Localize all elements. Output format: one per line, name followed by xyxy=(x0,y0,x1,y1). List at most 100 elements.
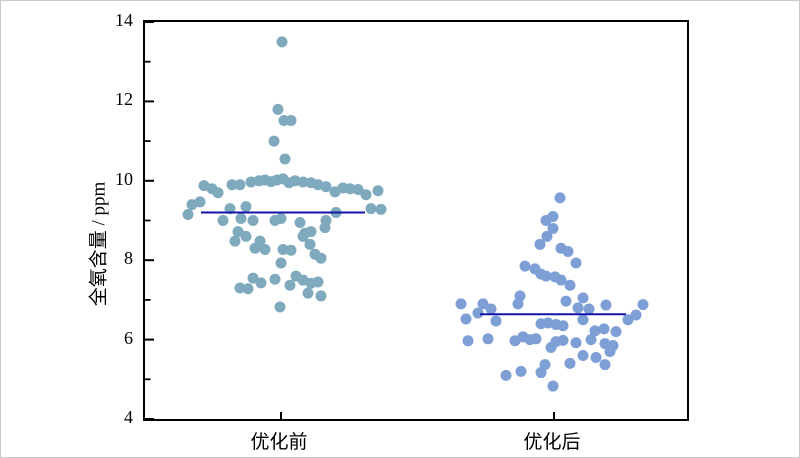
data-point xyxy=(545,342,557,354)
data-point xyxy=(297,176,309,188)
data-point xyxy=(229,235,241,247)
data-point xyxy=(599,359,611,371)
data-point xyxy=(315,252,327,264)
data-point xyxy=(610,326,622,338)
data-point xyxy=(294,216,306,228)
data-point xyxy=(562,245,574,257)
data-point xyxy=(235,213,247,225)
data-point xyxy=(344,183,356,195)
data-point xyxy=(304,238,316,250)
data-point xyxy=(242,283,254,295)
y-tick-label: 4 xyxy=(124,407,133,427)
data-point xyxy=(547,380,559,392)
data-point xyxy=(312,276,324,288)
data-point xyxy=(232,226,244,238)
data-point xyxy=(600,299,612,311)
data-point xyxy=(234,179,246,191)
data-point xyxy=(534,238,546,250)
data-point xyxy=(583,303,595,315)
y-tick-label: 6 xyxy=(124,327,133,348)
data-point xyxy=(530,333,542,345)
data-point xyxy=(540,215,552,226)
data-point xyxy=(297,230,309,242)
data-point xyxy=(276,36,288,48)
x-category-label-after: 优化后 xyxy=(523,432,581,453)
data-point xyxy=(217,215,229,226)
data-point xyxy=(564,279,576,291)
data-point xyxy=(590,351,602,363)
data-point xyxy=(275,213,287,225)
data-point xyxy=(577,349,589,361)
data-point xyxy=(319,222,331,234)
data-point xyxy=(285,244,297,256)
data-point xyxy=(557,334,569,346)
data-point xyxy=(240,201,252,213)
data-point xyxy=(274,301,286,313)
data-point xyxy=(360,189,372,201)
data-point xyxy=(577,314,589,326)
data-point xyxy=(182,209,194,221)
data-point xyxy=(455,298,467,310)
data-point xyxy=(224,203,236,215)
data-point xyxy=(269,273,281,285)
data-point xyxy=(598,323,610,335)
data-point xyxy=(512,298,524,310)
data-point xyxy=(302,287,314,299)
data-point xyxy=(490,315,502,327)
data-point xyxy=(247,272,259,284)
data-point xyxy=(577,292,589,304)
data-point xyxy=(570,257,582,269)
data-point xyxy=(630,309,642,321)
data-point xyxy=(284,279,296,291)
data-point xyxy=(352,184,364,196)
data-point xyxy=(485,303,497,315)
data-point xyxy=(554,192,566,204)
data-point xyxy=(515,365,527,377)
data-point xyxy=(285,114,297,126)
data-point xyxy=(212,187,224,199)
data-point xyxy=(247,215,259,226)
data-point xyxy=(372,185,384,197)
data-point xyxy=(570,337,582,349)
data-point xyxy=(460,313,472,325)
y-tick-label: 10 xyxy=(115,168,133,189)
data-point xyxy=(557,320,569,332)
data-point xyxy=(194,196,206,208)
data-point xyxy=(320,181,332,193)
data-point xyxy=(560,295,572,307)
data-point xyxy=(589,325,601,337)
data-point xyxy=(482,333,494,345)
data-point xyxy=(275,257,287,269)
data-point xyxy=(540,270,552,282)
data-point xyxy=(585,334,597,346)
beeswarm-plot-svg xyxy=(145,22,649,419)
data-point xyxy=(375,203,387,215)
data-point xyxy=(259,243,271,255)
data-point xyxy=(637,299,649,311)
data-point xyxy=(604,346,616,358)
data-point xyxy=(547,222,559,234)
data-point xyxy=(226,179,238,191)
data-point xyxy=(272,103,284,115)
x-category-label-before: 优化前 xyxy=(250,432,308,453)
data-point xyxy=(255,277,267,289)
y-tick-label: 8 xyxy=(124,248,133,269)
data-point xyxy=(315,290,327,302)
data-point xyxy=(572,302,584,314)
data-point xyxy=(541,230,553,242)
data-point xyxy=(519,260,531,272)
data-point xyxy=(622,314,634,326)
y-tick-label: 12 xyxy=(115,89,133,110)
data-point xyxy=(564,357,576,369)
data-point xyxy=(365,203,377,215)
data-point xyxy=(477,298,489,310)
data-point xyxy=(472,307,484,319)
data-point xyxy=(500,369,512,381)
data-point xyxy=(268,135,280,147)
data-point xyxy=(555,274,567,286)
data-point xyxy=(535,367,547,379)
data-point xyxy=(249,242,261,254)
y-tick-label: 14 xyxy=(115,10,133,30)
data-point xyxy=(234,282,246,294)
